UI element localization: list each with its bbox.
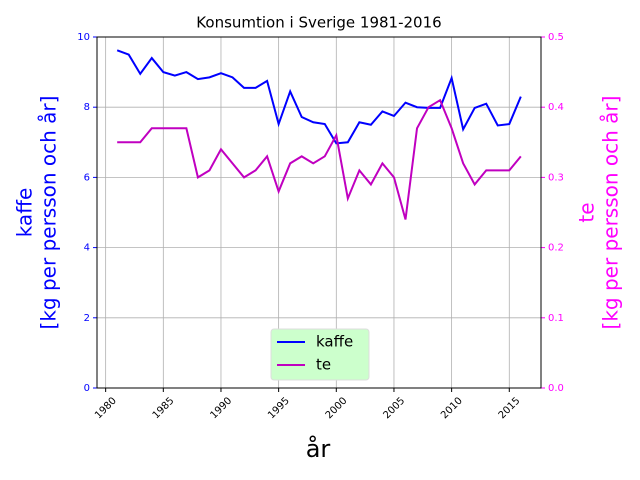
plot-frame [96,36,542,389]
chart-title: Konsumtion i Sverige 1981-2016 [196,14,441,32]
y-tick-label: 6 [84,172,90,183]
y-tick-label: 4 [84,243,90,254]
y2-axis-label: [kg per persson och år] [599,96,623,330]
legend-label: te [316,356,331,374]
y-tick-label: 0 [84,383,90,394]
y2-tick-label: 0.1 [548,313,564,324]
data-line [116,49,522,145]
y-tick-label: 2 [84,313,90,324]
x-axis-label: år [306,434,331,463]
data-line [117,98,522,220]
y-axis-label: kaffe [13,188,37,238]
y2-tick-label: 0.2 [548,243,564,254]
y-tick-label: 8 [84,102,90,113]
y2-tick-label: 0.4 [548,102,564,113]
y-tick-label: 10 [77,32,90,43]
y2-tick-label: 0.0 [548,383,564,394]
y-axis-label: [kg per persson och år] [37,96,61,330]
legend-label: kaffe [316,333,353,351]
y2-tick-label: 0.5 [548,32,564,43]
y2-axis-label: te [575,202,599,222]
y2-tick-label: 0.3 [548,172,564,183]
